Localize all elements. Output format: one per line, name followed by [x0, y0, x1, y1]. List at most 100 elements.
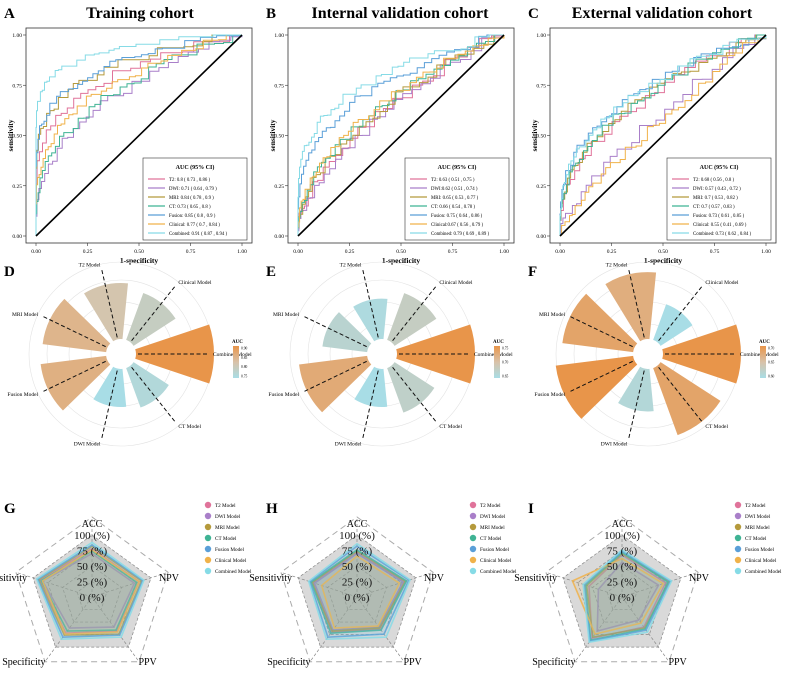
radar-ring-label: 0 (%)	[610, 592, 635, 604]
polar-category-label: DWI Model	[74, 442, 101, 448]
radar-axis-label: Specificity	[2, 657, 45, 668]
reference-diagonal	[35, 34, 243, 237]
radar-grid-ring	[62, 565, 122, 623]
polar-spoke	[628, 370, 645, 438]
radar-ring-label: 50 (%)	[77, 561, 108, 573]
radar-panel-G: G 100 (%) 75 (%) 50 (%) 25 (%) 0 (%) ACC NPV PPV…	[0, 501, 252, 668]
radar-ring-label: 100 (%)	[604, 530, 640, 542]
polar-category-label: Fusion Model	[534, 392, 565, 398]
radar-axis-label: ACC	[347, 519, 368, 530]
radar-legend-marker	[734, 512, 742, 520]
legend-box	[666, 157, 772, 241]
polar-legend-title: AUC	[232, 340, 243, 345]
radar-axis-label: PPV	[668, 657, 687, 668]
legend-entry: Fusion: 0.73 ( 0.61 , 0.85 )	[693, 214, 745, 219]
roc-title: Internal validation cohort	[312, 5, 490, 22]
polar-spoke	[392, 286, 437, 342]
panel-letter-C: C	[528, 6, 539, 22]
y-tick-label: 0.50	[536, 134, 546, 140]
polar-legend-tick: 0.70	[768, 347, 774, 351]
roc-curve-t2	[35, 34, 242, 236]
radar-grid-ring	[592, 565, 652, 623]
radar-legend-marker	[204, 567, 212, 575]
radar-outer-ring	[15, 516, 169, 663]
radar-legend-entry: T2 Model	[745, 503, 766, 509]
radar-axis-label: NPV	[159, 573, 180, 584]
radar-legend-marker	[204, 512, 212, 520]
legend-entry: Fusion: 0.75 ( 0.64 , 0.86 )	[431, 214, 483, 219]
polar-bar-mri-model	[322, 312, 372, 353]
y-tick-label: 0.25	[536, 184, 546, 190]
panel-letter-A: A	[4, 6, 15, 22]
radar-series-combined-model	[307, 542, 412, 640]
polar-spoke	[570, 316, 633, 348]
radar-legend-marker	[469, 545, 477, 553]
panel-letter-E: E	[266, 264, 276, 280]
legend-entry: Combined: 0.91 ( 0.87 , 0.94 )	[169, 232, 227, 237]
polar-category-label: Combined Model	[474, 352, 513, 358]
radar-legend-marker	[734, 501, 742, 509]
polar-bar-mri-model	[42, 298, 111, 353]
x-tick-label: 0.75	[186, 249, 196, 255]
radar-grid-ring	[606, 581, 638, 610]
radar-spoke	[15, 571, 93, 598]
polar-legend-tick: 0.65	[502, 375, 508, 379]
polar-bar-clinical-model	[387, 293, 437, 346]
radar-legend-entry: MRI Model	[215, 525, 240, 531]
radar-axis-label: NPV	[424, 573, 445, 584]
radar-grid-ring	[76, 581, 108, 610]
legend-entry: DWI:0.62 ( 0.51 , 0.74 )	[431, 187, 478, 192]
x-tick-label: 0.50	[658, 249, 668, 255]
radar-grid-ring	[297, 534, 417, 648]
x-tick-label: 0.00	[555, 249, 565, 255]
polar-legend-tick: 0.80	[241, 365, 247, 369]
y-tick-label: 0.75	[536, 83, 546, 89]
polar-spoke	[658, 366, 703, 422]
polar-legend-tick: 0.60	[768, 375, 774, 379]
y-tick-label: 0.00	[536, 234, 546, 240]
polar-legend-colorbar	[494, 346, 500, 378]
radar-series-combined-model	[582, 548, 673, 644]
polar-legend-colorbar	[233, 346, 239, 378]
radar-legend-entry: CT Model	[745, 536, 767, 542]
radar-spoke	[280, 571, 358, 598]
radar-ring-label: 75 (%)	[607, 546, 638, 558]
legend-entry: CT: 0.66 ( 0.54 , 0.78 )	[431, 205, 475, 210]
legend-entry: MRI: 0.84 ( 0.78 , 0.9 )	[169, 196, 214, 201]
polar-bar-combined-model	[135, 324, 214, 384]
radar-legend-entry: MRI Model	[745, 525, 770, 531]
radar-spoke	[574, 596, 623, 662]
legend-box	[142, 157, 248, 241]
legend-entry: Clinical:0.67 ( 0.56 , 0.79 )	[431, 223, 483, 228]
radar-legend-entry: Clinical Model	[745, 558, 777, 564]
polar-bar-fusion-model	[40, 355, 111, 411]
radar-legend-marker	[734, 523, 742, 531]
legend-entry: CT: 0.73 ( 0.65 , 0.8 )	[169, 205, 211, 210]
polar-panel-E: E Combined Model CT Model DWI Model Fusion M…	[266, 261, 513, 448]
radar-legend-marker	[469, 512, 477, 520]
polar-legend-tick: 0.75	[241, 375, 247, 379]
x-tick-label: 0.50	[134, 249, 144, 255]
radar-axis-label: PPV	[138, 657, 157, 668]
polar-legend-tick: 0.75	[502, 347, 508, 351]
radar-axis-label: Sensitivity	[514, 573, 557, 584]
radar-ring-label: 75 (%)	[77, 546, 108, 558]
radar-legend-entry: Combined Model	[745, 569, 782, 575]
radar-legend-marker	[734, 534, 742, 542]
legend-entry: MRI: 0.7 ( 0.53 , 0.82 )	[693, 196, 738, 201]
polar-legend-title: AUC	[493, 340, 504, 345]
polar-spoke	[304, 360, 367, 392]
radar-ring-label: 100 (%)	[339, 530, 375, 542]
polar-legend-tick: 0.90	[241, 347, 247, 351]
polar-bar-dwi-model	[354, 366, 388, 408]
radar-spoke	[356, 571, 434, 598]
radar-series-clinical-model	[320, 555, 401, 629]
polar-spoke	[101, 270, 118, 338]
radar-axis-label: Specificity	[267, 657, 310, 668]
legend-title: AUC (95% CI)	[176, 164, 215, 171]
polar-panel-D: D Combined Model CT Model DWI Model Fusion M…	[4, 261, 252, 448]
polar-category-label: DWI Model	[335, 442, 362, 448]
panel-letter-I: I	[528, 501, 534, 517]
radar-panel-H: H 100 (%) 75 (%) 50 (%) 25 (%) 0 (%) ACC NPV PPV…	[249, 501, 517, 668]
x-axis-label: 1-specificity	[644, 256, 683, 265]
